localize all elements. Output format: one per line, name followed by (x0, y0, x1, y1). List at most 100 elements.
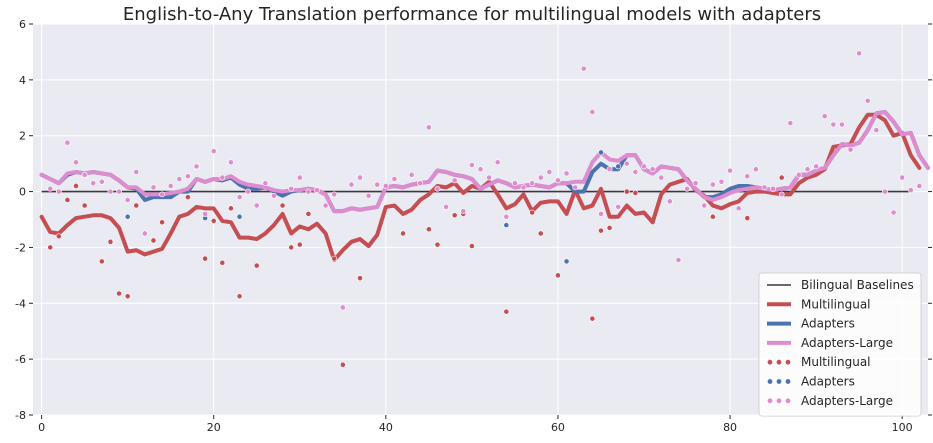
scatter-point (520, 184, 527, 191)
scatter-point (821, 113, 828, 120)
scatter-point (64, 197, 71, 203)
scatter-point (873, 127, 880, 134)
scatter-point (468, 243, 475, 249)
legend-swatch-dot (785, 379, 791, 384)
scatter-point (339, 304, 346, 311)
scatter-point (47, 185, 54, 192)
scatter-point (443, 204, 449, 210)
scatter-point (598, 149, 604, 156)
scatter-point (537, 230, 544, 237)
y-tick-label: 4 (19, 74, 26, 87)
chart-title: English-to-Any Translation performance f… (123, 4, 821, 25)
legend-swatch-dot (767, 379, 773, 384)
scatter-point (451, 212, 458, 219)
legend-label: Multilingual (801, 355, 871, 369)
scatter-point (296, 174, 303, 181)
scatter-point (107, 188, 114, 195)
scatter-point (804, 166, 811, 173)
scatter-point (641, 163, 647, 170)
scatter-point (305, 211, 312, 217)
scatter-point (718, 178, 725, 185)
scatter-point (649, 166, 656, 173)
scatter-point (159, 191, 165, 198)
scatter-point (709, 181, 716, 188)
scatter-point (494, 159, 501, 166)
scatter-point (357, 275, 363, 282)
legend-swatch-dot (785, 398, 791, 404)
scatter-point (623, 188, 630, 195)
scatter-point (98, 178, 105, 185)
x-tick-label: 100 (892, 421, 913, 434)
scatter-point (529, 180, 536, 187)
x-tick-label: 60 (551, 421, 565, 434)
scatter-point (468, 162, 475, 168)
scatter-point (55, 188, 62, 195)
scatter-point (210, 217, 217, 224)
scatter-point (451, 177, 458, 184)
y-tick-label: 6 (19, 18, 26, 31)
legend-swatch-dot (776, 379, 782, 384)
scatter-point (666, 198, 673, 205)
scatter-point (124, 293, 131, 300)
legend-label: Adapters (801, 375, 855, 389)
scatter-group-multilingual (47, 174, 785, 368)
scatter-point (580, 65, 587, 72)
legend-swatch-dot (785, 359, 791, 365)
scatter-point (133, 202, 140, 209)
scatter-point (555, 177, 561, 184)
scatter-point (434, 185, 441, 192)
scatter-point (606, 224, 613, 231)
scatter-point (512, 180, 518, 187)
scatter-point (81, 202, 88, 209)
scatter-point (408, 171, 415, 178)
scatter-point (744, 173, 751, 180)
scatter-point (296, 241, 303, 248)
scatter-point (598, 211, 604, 217)
scatter-point (98, 258, 105, 265)
legend-box (758, 272, 922, 417)
scatter-point (391, 176, 398, 182)
scatter-point (787, 120, 794, 127)
scatter-point (572, 184, 579, 191)
scatter-point (219, 174, 226, 181)
scatter-point (813, 163, 820, 170)
y-tick-label: -2 (15, 241, 26, 254)
scatter-point (73, 159, 79, 166)
scatter-point (141, 230, 148, 237)
scatter-point (271, 192, 277, 199)
scatter-point (64, 139, 71, 146)
scatter-point (124, 213, 131, 220)
scatter-group-adapters-large (47, 50, 923, 311)
scatter-point (107, 238, 114, 245)
scatter-point (382, 183, 389, 189)
scatter-point (425, 226, 432, 233)
scatter-point (907, 187, 914, 194)
scatter-point (864, 97, 871, 104)
x-tick-label: 80 (723, 421, 737, 434)
scatter-point (150, 237, 157, 244)
scatter-point (339, 361, 346, 368)
scatter-point (133, 169, 140, 175)
scatter-point (882, 188, 888, 195)
scatter-point (150, 184, 157, 191)
legend-swatch-dot (767, 359, 773, 365)
scatter-point (236, 194, 243, 201)
scatter-point (167, 183, 174, 189)
scatter-point (159, 219, 165, 226)
scatter-point (899, 174, 906, 181)
scatter-point (675, 257, 682, 263)
scatter-point (744, 215, 751, 222)
scatter-point (228, 205, 234, 212)
scatter-point (503, 213, 510, 220)
legend-swatch-dot (767, 398, 773, 404)
scatter-point (589, 315, 596, 322)
scatter-point (563, 170, 570, 177)
scatter-point (727, 167, 733, 174)
y-tick-label: 0 (19, 186, 26, 199)
scatter-point (778, 191, 785, 198)
legend-label: Adapters-Large (801, 336, 893, 350)
scatter-point (236, 213, 243, 220)
scatter-point (185, 194, 191, 201)
scatter-point (890, 209, 897, 216)
